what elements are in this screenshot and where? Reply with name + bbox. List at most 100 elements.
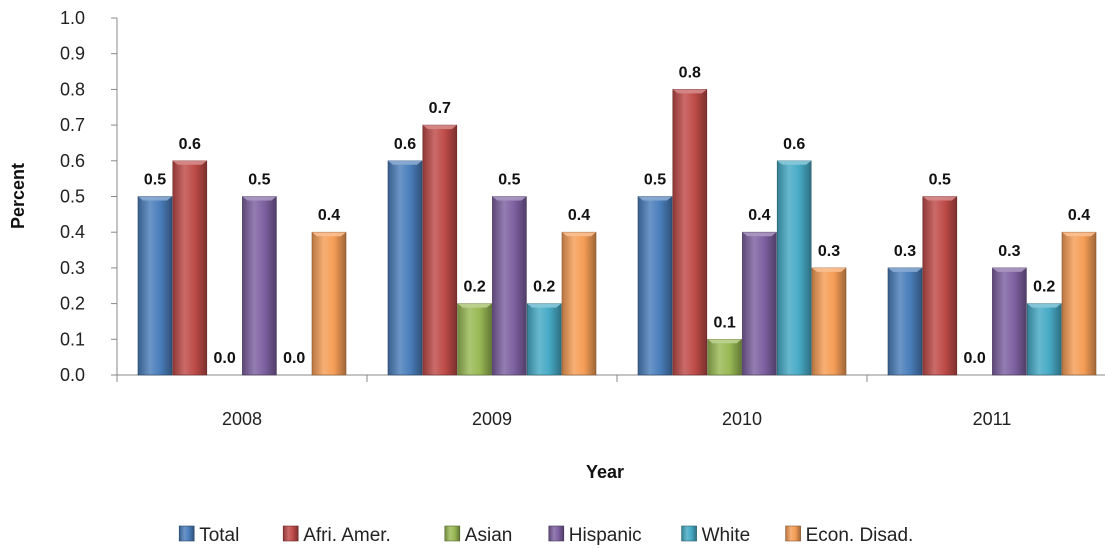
bar-bevel — [707, 339, 742, 344]
data-label: 0.5 — [144, 172, 166, 189]
y-tick-label: 0.8 — [60, 79, 85, 99]
legend-label: Econ. Disad. — [806, 525, 914, 546]
data-label: 0.4 — [318, 207, 340, 224]
y-axis-title: Percent — [8, 163, 28, 229]
bar-bevel — [1027, 303, 1062, 308]
data-label: 0.4 — [568, 207, 590, 224]
bar — [707, 338, 742, 376]
x-ticks: 2008 2009 2010 2011 — [116, 375, 1012, 429]
bars — [137, 89, 1097, 376]
data-label: 0.5 — [498, 172, 520, 189]
bar — [526, 303, 562, 376]
bar — [811, 267, 847, 376]
bar-bevel — [742, 232, 777, 237]
bar — [172, 160, 208, 376]
bar-bevel — [422, 125, 457, 130]
bar-bevel — [172, 160, 207, 165]
data-label: 0.6 — [179, 136, 201, 153]
data-label: 0.3 — [894, 243, 916, 260]
bar — [137, 196, 173, 376]
bar — [1061, 231, 1097, 376]
bar — [776, 160, 812, 376]
bar-bevel — [242, 196, 277, 201]
legend-item: Total — [178, 525, 239, 546]
bar-bevel — [492, 196, 527, 201]
x-tick-label: 2010 — [722, 409, 762, 429]
x-tick-label: 2008 — [222, 409, 262, 429]
x-tick-label: 2011 — [973, 409, 1012, 429]
data-label: 0.0 — [213, 350, 235, 367]
data-label: 0.5 — [644, 172, 666, 189]
legend-item: White — [681, 525, 751, 546]
bar-bevel — [672, 89, 707, 94]
legend: Total Afri. Amer. Asian Hispanic White Econ. … — [178, 525, 914, 546]
x-tick-label: 2009 — [472, 409, 512, 429]
legend-item: Hispanic — [548, 525, 642, 546]
legend-swatch — [548, 525, 565, 542]
legend-label: White — [702, 525, 751, 546]
bar-bevel — [138, 196, 172, 201]
bar-bevel — [388, 160, 422, 165]
data-label: 0.6 — [394, 136, 416, 153]
data-label: 0.4 — [748, 207, 770, 224]
y-tick-label: 0.2 — [60, 294, 85, 314]
bar — [1026, 303, 1062, 376]
y-tick-label: 1.0 — [60, 8, 85, 28]
bar-bevel — [888, 267, 922, 272]
bar — [637, 196, 673, 376]
y-ticks: 0.0 0.1 0.2 0.3 0.4 0.5 0.6 0.7 0.8 0.9 1.0 — [60, 8, 117, 385]
bar-bevel — [457, 303, 492, 308]
data-label: 0.2 — [463, 279, 485, 296]
y-tick-label: 0.4 — [60, 222, 85, 242]
data-label: 0.3 — [998, 243, 1020, 260]
legend-label: Hispanic — [569, 525, 642, 546]
bar-bevel — [527, 303, 562, 308]
y-tick-label: 0.6 — [60, 151, 85, 171]
legend-swatch — [681, 525, 697, 542]
bar-bevel — [777, 160, 812, 165]
legend-swatch — [178, 525, 195, 542]
y-tick-label: 0.0 — [60, 365, 85, 385]
data-label: 0.3 — [818, 243, 840, 260]
bar-bevel — [812, 267, 846, 272]
legend-item: Afri. Amer. — [282, 525, 391, 546]
bar — [561, 231, 597, 376]
legend-label: Asian — [465, 525, 513, 546]
bar — [422, 124, 458, 376]
legend-label: Afri. Amer. — [303, 525, 391, 546]
data-label: 0.2 — [1033, 279, 1055, 296]
data-label: 0.0 — [963, 350, 985, 367]
bar-bevel — [1062, 232, 1096, 237]
y-tick-label: 0.3 — [60, 258, 85, 278]
bar-bevel — [312, 232, 346, 237]
legend-item: Asian — [444, 525, 513, 546]
bar — [492, 196, 527, 376]
data-label: 0.8 — [679, 64, 701, 81]
bar-bevel — [992, 267, 1027, 272]
bar — [922, 196, 958, 376]
bar-bevel — [638, 196, 672, 201]
data-label: 0.5 — [248, 172, 270, 189]
data-label: 0.7 — [429, 100, 451, 117]
data-label: 0.5 — [929, 172, 951, 189]
bar — [672, 89, 708, 376]
y-tick-label: 0.1 — [60, 329, 85, 349]
bar-bevel — [922, 196, 957, 201]
data-label: 0.6 — [783, 136, 805, 153]
legend-swatch — [282, 525, 299, 542]
y-tick-label: 0.5 — [60, 187, 85, 207]
x-axis-title: Year — [586, 462, 624, 482]
bar — [311, 231, 347, 376]
data-label: 0.1 — [713, 314, 735, 331]
bar — [742, 231, 777, 376]
data-labels: 0.5 0.6 0.0 0.5 0.0 0.4 0.6 0.7 0.2 0.5 0.2 0.4 0.5 0… — [144, 64, 1090, 367]
y-tick-label: 0.9 — [60, 44, 85, 64]
data-label: 0.2 — [533, 279, 555, 296]
bar — [992, 267, 1027, 376]
bar — [387, 160, 423, 376]
bar — [887, 267, 923, 376]
bar — [457, 303, 492, 376]
legend-item: Econ. Disad. — [785, 525, 914, 546]
